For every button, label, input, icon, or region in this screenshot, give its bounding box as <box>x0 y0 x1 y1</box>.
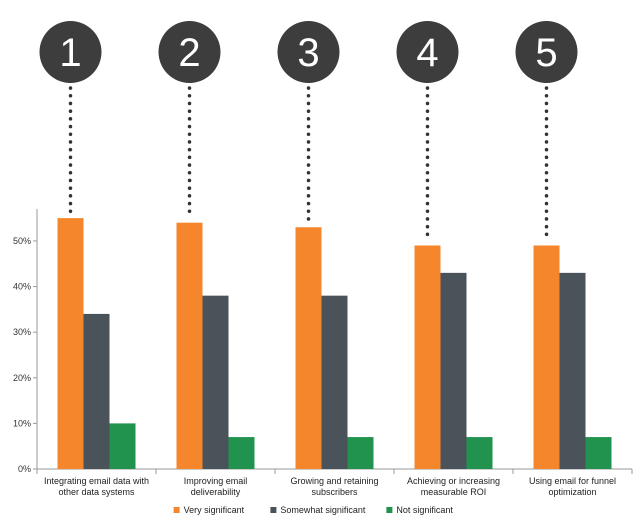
bar <box>440 272 467 469</box>
category-label: optimization <box>548 487 596 497</box>
legend-label: Very significant <box>184 505 245 515</box>
number-badge-label: 2 <box>178 31 200 75</box>
number-badge <box>39 21 102 83</box>
legend-swatch <box>173 507 180 513</box>
bar <box>466 437 493 469</box>
bar <box>202 295 229 469</box>
category-label: measurable ROI <box>421 487 487 497</box>
legend-label: Not significant <box>396 505 453 515</box>
category-label: other data systems <box>58 487 135 497</box>
category-label: Integrating email data with <box>44 476 149 486</box>
bar <box>295 227 322 469</box>
legend: Very significant Somewhat significant Not … <box>173 505 453 515</box>
dotted-connectors <box>68 86 549 244</box>
number-badge-label: 1 <box>59 31 81 75</box>
y-tick-label: 10% <box>13 418 31 428</box>
y-tick-label: 20% <box>13 373 31 383</box>
bar <box>347 437 374 469</box>
bar <box>109 423 136 469</box>
bar <box>321 295 348 469</box>
y-tick-label: 30% <box>13 327 31 337</box>
legend-swatch <box>270 507 277 513</box>
bar <box>83 313 110 469</box>
number-badge-label: 5 <box>535 31 557 75</box>
number-badge-label: 3 <box>297 31 319 75</box>
y-tick-label: 0% <box>18 464 31 474</box>
category-label: Achieving or increasing <box>407 476 500 486</box>
number-badge <box>158 21 221 83</box>
number-badges: 1 2 3 4 5 <box>39 21 578 83</box>
category-label: Growing and retaining <box>290 476 378 486</box>
category-label: Using email for funnel <box>529 476 616 486</box>
bar <box>585 437 612 469</box>
bar <box>57 218 84 469</box>
category-label: subscribers <box>311 487 358 497</box>
legend-label: Somewhat significant <box>280 505 366 515</box>
bar <box>176 222 203 469</box>
category-label: deliverability <box>191 487 241 497</box>
bars <box>57 218 612 469</box>
number-badge <box>396 21 459 83</box>
y-tick-label: 40% <box>13 282 31 292</box>
number-badge-label: 4 <box>416 31 438 75</box>
number-badge <box>515 21 578 83</box>
bar <box>533 245 560 469</box>
y-tick-label: 50% <box>13 236 31 246</box>
legend-swatch <box>386 507 393 513</box>
category-label: Improving email <box>184 476 248 486</box>
bar <box>228 437 255 469</box>
bar <box>414 245 441 469</box>
number-badge <box>277 21 340 83</box>
bar <box>559 272 586 469</box>
